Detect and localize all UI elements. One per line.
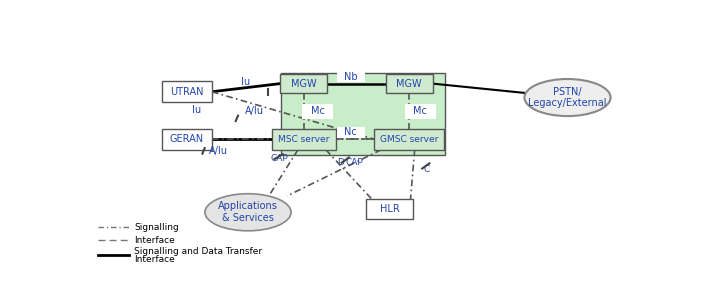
- FancyBboxPatch shape: [162, 81, 212, 102]
- Text: UTRAN: UTRAN: [170, 87, 204, 97]
- FancyBboxPatch shape: [302, 104, 333, 119]
- Text: Iu: Iu: [242, 77, 250, 87]
- FancyBboxPatch shape: [162, 129, 212, 150]
- Text: Applications
& Services: Applications & Services: [218, 201, 278, 223]
- FancyBboxPatch shape: [386, 74, 433, 94]
- Text: D: D: [337, 158, 343, 167]
- Text: Interface: Interface: [134, 255, 175, 264]
- FancyBboxPatch shape: [374, 129, 444, 150]
- FancyBboxPatch shape: [405, 104, 435, 119]
- FancyBboxPatch shape: [280, 74, 327, 94]
- Text: C: C: [423, 165, 429, 174]
- Text: Mc: Mc: [413, 107, 427, 116]
- FancyBboxPatch shape: [337, 126, 365, 138]
- FancyBboxPatch shape: [366, 199, 413, 219]
- Text: MSC server: MSC server: [278, 135, 329, 144]
- Text: A/Iu: A/Iu: [245, 106, 264, 116]
- Text: GERAN: GERAN: [170, 134, 204, 144]
- Text: Nb: Nb: [344, 72, 358, 82]
- FancyBboxPatch shape: [272, 129, 336, 150]
- FancyBboxPatch shape: [281, 73, 445, 156]
- Text: CAP: CAP: [346, 158, 363, 167]
- Text: Signalling and Data Transfer: Signalling and Data Transfer: [134, 247, 262, 256]
- Text: HLR: HLR: [380, 204, 399, 214]
- Text: MGW: MGW: [397, 79, 422, 88]
- Ellipse shape: [205, 194, 291, 231]
- Text: Nc: Nc: [344, 127, 357, 137]
- FancyBboxPatch shape: [337, 71, 365, 82]
- Text: MGW: MGW: [291, 79, 316, 88]
- Text: A/Iu: A/Iu: [209, 146, 228, 156]
- Ellipse shape: [524, 79, 611, 116]
- Text: PSTN/
Legacy/External: PSTN/ Legacy/External: [528, 87, 607, 108]
- Text: Signalling: Signalling: [134, 223, 179, 232]
- Text: Mc: Mc: [310, 107, 324, 116]
- Text: Iu: Iu: [192, 105, 201, 115]
- Text: CAP: CAP: [270, 154, 288, 163]
- Text: GMSC server: GMSC server: [380, 135, 438, 144]
- Text: Interface: Interface: [134, 236, 175, 245]
